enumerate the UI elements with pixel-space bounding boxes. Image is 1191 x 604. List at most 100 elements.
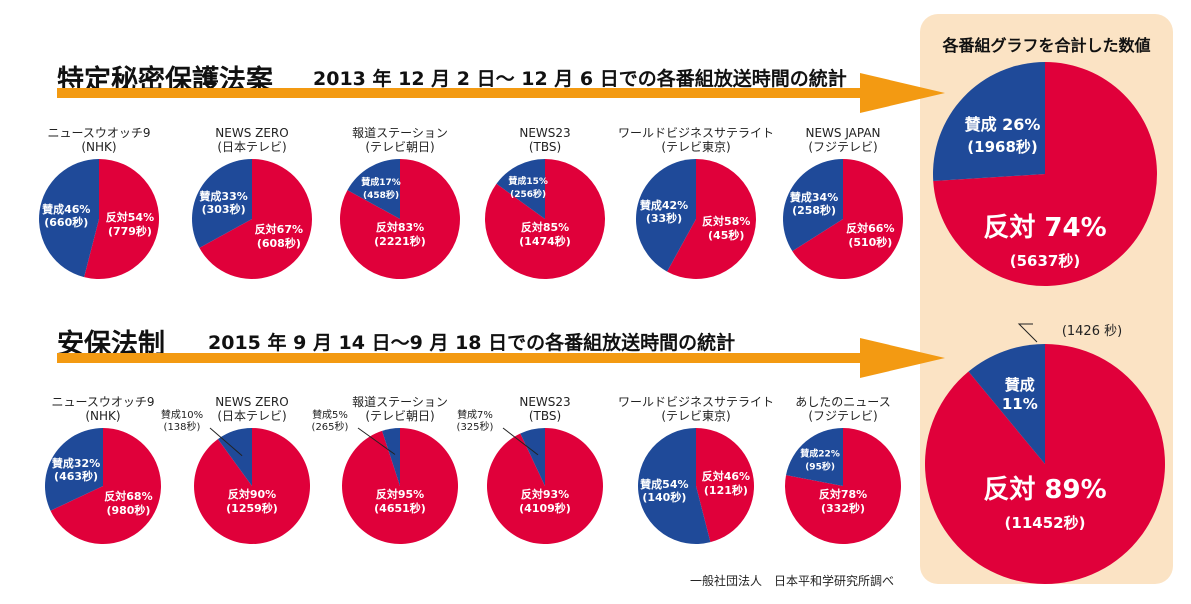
oppose-label: 反対95% bbox=[376, 487, 424, 501]
support-label: 賛成42% bbox=[640, 198, 688, 212]
support-seconds: (463秒) bbox=[54, 469, 98, 483]
chart-subtitle: (フジテレビ) bbox=[808, 140, 877, 154]
pie-slice-oppose bbox=[785, 428, 902, 544]
oppose-seconds: (332秒) bbox=[821, 501, 865, 515]
oppose-seconds: (4109秒) bbox=[519, 501, 571, 515]
chart-subtitle: (日本テレビ) bbox=[217, 409, 286, 423]
support-label: 賛成7% bbox=[457, 408, 493, 421]
pie-slice-oppose bbox=[925, 344, 1166, 584]
support-seconds: (95秒) bbox=[805, 460, 835, 472]
support-label: 賛成34% bbox=[790, 190, 838, 204]
pie-slice-support bbox=[786, 428, 843, 486]
support-label: 賛成5% bbox=[312, 408, 348, 421]
chart-title: NEWS23 bbox=[519, 126, 570, 140]
support-seconds: (660秒) bbox=[44, 215, 88, 229]
pie-slice-oppose bbox=[84, 159, 160, 279]
support-label: 賛成17% bbox=[361, 176, 401, 188]
oppose-seconds: (121秒) bbox=[704, 483, 748, 497]
chart-title: ワールドビジネスサテライト bbox=[618, 126, 774, 140]
pie-slice-support bbox=[520, 428, 545, 486]
chart-subtitle: (TBS) bbox=[529, 409, 561, 423]
support-seconds: (458秒) bbox=[363, 189, 399, 201]
oppose-label: 反対 74% bbox=[983, 213, 1106, 243]
arrow-2013-head bbox=[860, 73, 945, 113]
chart-subtitle: (TBS) bbox=[529, 140, 561, 154]
pie-slice-oppose bbox=[933, 62, 1157, 286]
chart-title: ニュースウオッチ9 bbox=[51, 395, 154, 409]
summary-title: 各番組グラフを合計した数値 bbox=[942, 36, 1151, 55]
support-label: 賛成 bbox=[1005, 376, 1035, 394]
oppose-label: 反対68% bbox=[104, 489, 152, 503]
oppose-label: 反対46% bbox=[702, 469, 750, 483]
chart-subtitle: (テレビ東京) bbox=[661, 409, 730, 423]
oppose-label: 反対78% bbox=[819, 487, 867, 501]
pie-slice-oppose bbox=[484, 159, 605, 279]
pie-slice-support bbox=[638, 428, 711, 544]
chart-subtitle: (NHK) bbox=[81, 140, 116, 154]
pie-slice-support bbox=[347, 159, 400, 219]
section-2-subtitle: 2015 年 9 月 14 日～9 月 18 日での各番組放送時間の統計 bbox=[208, 332, 736, 354]
pie-slice-support bbox=[496, 159, 545, 219]
chart-subtitle: (フジテレビ) bbox=[808, 409, 877, 423]
chart-title: NEWS23 bbox=[519, 395, 570, 409]
chart-title: 報道ステーション bbox=[352, 126, 448, 140]
oppose-seconds: (779秒) bbox=[108, 224, 152, 238]
support-label: 賛成 26% bbox=[965, 115, 1041, 134]
chart-title: ニュースウオッチ9 bbox=[47, 126, 150, 140]
support-label: 賛成46% bbox=[42, 202, 90, 216]
oppose-label: 反対90% bbox=[228, 487, 276, 501]
pie-slice-oppose bbox=[339, 159, 460, 279]
support-percent: 11% bbox=[1002, 395, 1038, 413]
oppose-seconds: (1474秒) bbox=[519, 234, 571, 248]
oppose-seconds: (980秒) bbox=[106, 503, 150, 517]
chart-title: NEWS JAPAN bbox=[805, 126, 880, 140]
oppose-seconds: (4651秒) bbox=[374, 501, 426, 515]
chart-subtitle: (NHK) bbox=[85, 409, 120, 423]
oppose-seconds: (608秒) bbox=[257, 236, 301, 250]
oppose-label: 反対85% bbox=[521, 220, 569, 234]
leader-line bbox=[1017, 323, 1038, 343]
support-seconds: (258秒) bbox=[792, 203, 836, 217]
support-label: 賛成54% bbox=[640, 477, 688, 491]
pie-slice-oppose bbox=[486, 428, 603, 544]
leader-line bbox=[502, 427, 539, 456]
oppose-seconds: (1259秒) bbox=[226, 501, 278, 515]
oppose-label: 反対58% bbox=[702, 214, 750, 228]
oppose-label: 反対67% bbox=[255, 222, 303, 236]
oppose-label: 反対54% bbox=[106, 210, 154, 224]
pie-slice-oppose bbox=[667, 159, 756, 279]
oppose-seconds: (2221秒) bbox=[374, 234, 426, 248]
support-label: 賛成33% bbox=[199, 189, 247, 203]
support-label: 賛成22% bbox=[800, 447, 840, 459]
pie-slice-oppose bbox=[199, 159, 312, 279]
support-seconds: (303秒) bbox=[202, 202, 246, 216]
support-seconds: (325秒) bbox=[457, 420, 494, 433]
support-seconds: (33秒) bbox=[646, 211, 682, 225]
pie-slice-support bbox=[382, 428, 400, 486]
support-seconds: (140秒) bbox=[642, 490, 686, 504]
pie-slice-oppose bbox=[342, 428, 459, 544]
section-1-subtitle: 2013 年 12 月 2 日～ 12 月 6 日での各番組放送時間の統計 bbox=[313, 68, 847, 90]
support-seconds: (1426 秒) bbox=[1062, 324, 1122, 339]
pie-slice-oppose bbox=[50, 428, 161, 544]
pie-slice-support bbox=[782, 159, 843, 252]
support-seconds: (265秒) bbox=[312, 420, 349, 433]
oppose-label: 反対93% bbox=[521, 487, 569, 501]
chart-subtitle: (テレビ朝日) bbox=[365, 409, 434, 423]
support-seconds: (256秒) bbox=[510, 188, 546, 200]
pie-slice-oppose bbox=[696, 428, 755, 543]
pie-slice-oppose bbox=[792, 159, 903, 279]
chart-subtitle: (テレビ東京) bbox=[661, 140, 730, 154]
chart-title: NEWS ZERO bbox=[215, 126, 288, 140]
arrow-2013-shaft bbox=[57, 88, 867, 98]
support-label: 賛成32% bbox=[52, 456, 100, 470]
support-seconds: (138秒) bbox=[164, 420, 201, 433]
oppose-seconds: (5637秒) bbox=[1010, 252, 1080, 270]
support-label: 賛成10% bbox=[161, 408, 203, 421]
support-seconds: (1968秒) bbox=[967, 138, 1037, 156]
leader-line bbox=[209, 427, 243, 457]
arrow-2015-head bbox=[860, 338, 945, 378]
oppose-seconds: (510秒) bbox=[848, 235, 892, 249]
chart-title: NEWS ZERO bbox=[215, 395, 288, 409]
oppose-seconds: (45秒) bbox=[708, 228, 744, 242]
